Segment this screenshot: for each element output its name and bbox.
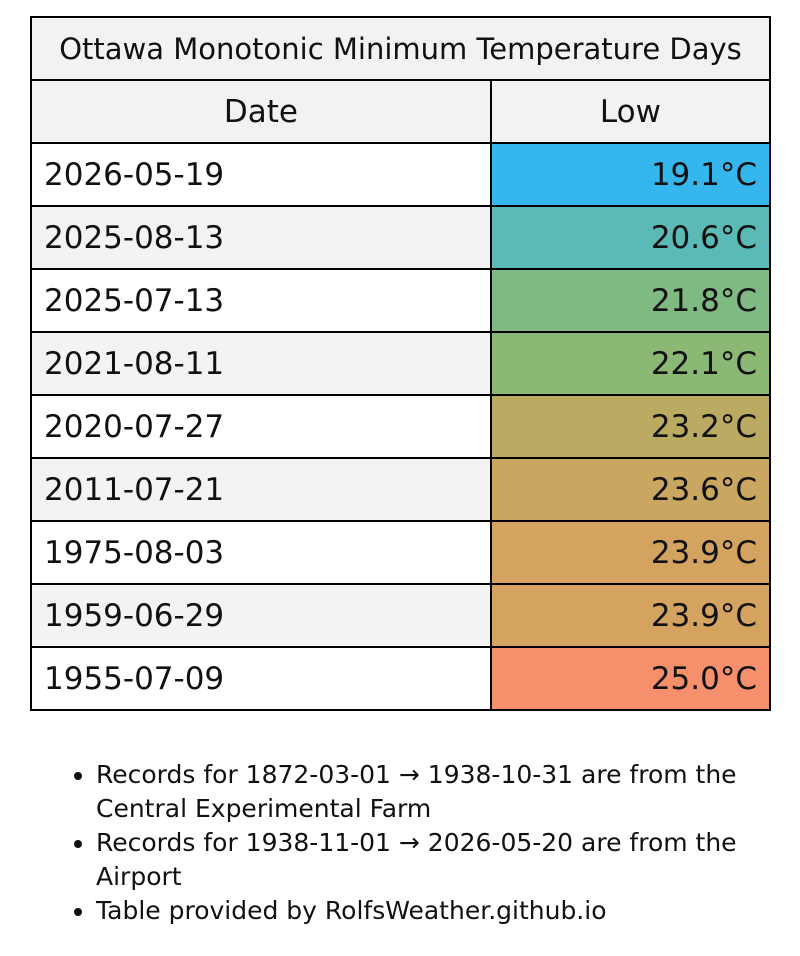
- table-row: 1975-08-03 23.9°C: [30, 520, 772, 585]
- low-temperature-cell: 23.2°C: [489, 394, 772, 459]
- date-cell: 2011-07-21: [30, 457, 492, 522]
- low-temperature-cell: 23.9°C: [489, 583, 772, 648]
- note-item: Records for 1938-11-01 → 2026-05-20 are …: [96, 826, 800, 894]
- records-table: Ottawa Monotonic Minimum Temperature Day…: [30, 16, 772, 711]
- table-row: 2025-07-13 21.8°C: [30, 268, 772, 333]
- table-row: 1959-06-29 23.9°C: [30, 583, 772, 648]
- low-temperature-cell: 22.1°C: [489, 331, 772, 396]
- date-cell: 2025-07-13: [30, 268, 492, 333]
- table-row: 2020-07-27 23.2°C: [30, 394, 772, 459]
- table-row: 1955-07-09 25.0°C: [30, 646, 772, 711]
- note-item: Table provided by RolfsWeather.github.io: [96, 894, 800, 928]
- notes-list: Records for 1872-03-01 → 1938-10-31 are …: [60, 758, 800, 928]
- date-cell: 2020-07-27: [30, 394, 492, 459]
- table-row: 2026-05-19 19.1°C: [30, 142, 772, 207]
- date-cell: 1955-07-09: [30, 646, 492, 711]
- low-temperature-cell: 20.6°C: [489, 205, 772, 270]
- table-title: Ottawa Monotonic Minimum Temperature Day…: [30, 16, 771, 81]
- note-item: Records for 1872-03-01 → 1938-10-31 are …: [96, 758, 800, 826]
- date-cell: 2025-08-13: [30, 205, 492, 270]
- date-cell: 2026-05-19: [30, 142, 492, 207]
- low-temperature-cell: 23.9°C: [489, 520, 772, 585]
- low-temperature-cell: 25.0°C: [489, 646, 772, 711]
- low-temperature-cell: 21.8°C: [489, 268, 772, 333]
- date-cell: 1959-06-29: [30, 583, 492, 648]
- low-temperature-cell: 19.1°C: [489, 142, 772, 207]
- date-cell: 1975-08-03: [30, 520, 492, 585]
- table-row: 2025-08-13 20.6°C: [30, 205, 772, 270]
- table-row: 2011-07-21 23.6°C: [30, 457, 772, 522]
- date-cell: 2021-08-11: [30, 331, 492, 396]
- table-row: 2021-08-11 22.1°C: [30, 331, 772, 396]
- low-column-header: Low: [489, 79, 772, 144]
- low-temperature-cell: 23.6°C: [489, 457, 772, 522]
- records-table-container: Ottawa Monotonic Minimum Temperature Day…: [30, 16, 772, 711]
- date-column-header: Date: [30, 79, 492, 144]
